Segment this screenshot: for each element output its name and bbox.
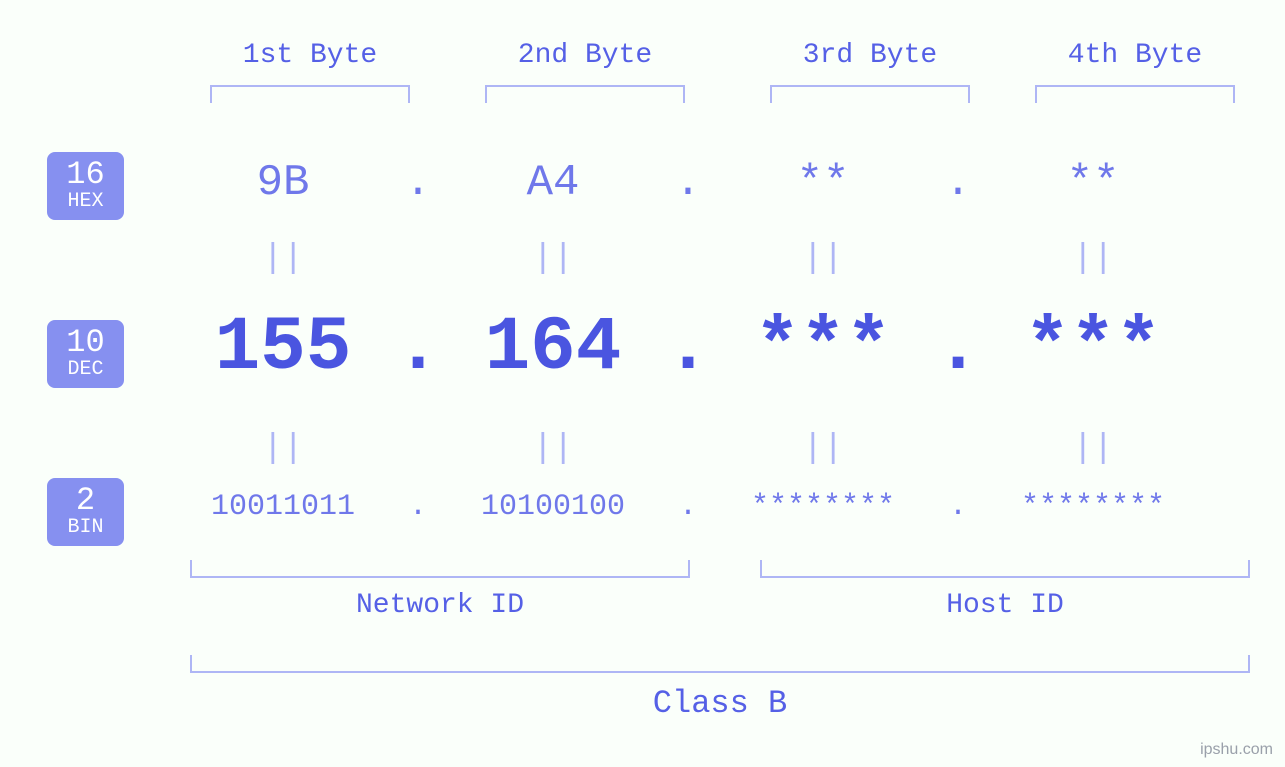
base-label-dec: DEC xyxy=(47,360,124,380)
hex-row: 9B . A4 . ** . ** xyxy=(178,158,1245,208)
base-badge-dec: 10 DEC xyxy=(47,320,124,388)
label-class: Class B xyxy=(190,685,1250,722)
eq-1-4: || xyxy=(988,240,1198,278)
dec-byte-3: *** xyxy=(718,305,928,391)
eq-1-2: || xyxy=(448,240,658,278)
base-label-hex: HEX xyxy=(47,192,124,212)
bin-dot-1: . xyxy=(388,490,448,524)
hex-dot-3: . xyxy=(928,158,988,208)
bin-row: 10011011 . 10100100 . ******** . *******… xyxy=(178,490,1245,524)
label-network: Network ID xyxy=(190,590,690,621)
dec-dot-3: . xyxy=(928,305,988,391)
dec-byte-2: 164 xyxy=(448,305,658,391)
bin-byte-3: ******** xyxy=(718,490,928,524)
dec-dot-2: . xyxy=(658,305,718,391)
hex-byte-3: ** xyxy=(718,158,928,208)
bracket-top-3 xyxy=(770,85,970,103)
eq-2-3: || xyxy=(718,430,928,468)
eq-1-3: || xyxy=(718,240,928,278)
base-badge-hex: 16 HEX xyxy=(47,152,124,220)
hex-dot-2: . xyxy=(658,158,718,208)
bracket-network xyxy=(190,560,690,578)
watermark: ipshu.com xyxy=(1200,741,1273,759)
eq-row-1: || || || || xyxy=(178,240,1245,278)
label-host: Host ID xyxy=(760,590,1250,621)
byte-header-3: 3rd Byte xyxy=(770,40,970,71)
eq-2-2: || xyxy=(448,430,658,468)
hex-byte-2: A4 xyxy=(448,158,658,208)
bracket-class xyxy=(190,655,1250,673)
eq-2-1: || xyxy=(178,430,388,468)
hex-dot-1: . xyxy=(388,158,448,208)
byte-header-2: 2nd Byte xyxy=(485,40,685,71)
bin-dot-2: . xyxy=(658,490,718,524)
eq-2-4: || xyxy=(988,430,1198,468)
bracket-top-4 xyxy=(1035,85,1235,103)
bracket-top-1 xyxy=(210,85,410,103)
eq-1-1: || xyxy=(178,240,388,278)
dec-dot-1: . xyxy=(388,305,448,391)
byte-header-4: 4th Byte xyxy=(1035,40,1235,71)
bracket-host xyxy=(760,560,1250,578)
bin-byte-4: ******** xyxy=(988,490,1198,524)
base-label-bin: BIN xyxy=(47,518,124,538)
dec-row: 155 . 164 . *** . *** xyxy=(178,305,1245,391)
ip-diagram: 1st Byte 2nd Byte 3rd Byte 4th Byte 16 H… xyxy=(0,0,1285,767)
eq-row-2: || || || || xyxy=(178,430,1245,468)
bin-byte-2: 10100100 xyxy=(448,490,658,524)
base-badge-bin: 2 BIN xyxy=(47,478,124,546)
bracket-top-2 xyxy=(485,85,685,103)
base-num-hex: 16 xyxy=(47,158,124,192)
hex-byte-4: ** xyxy=(988,158,1198,208)
bin-byte-1: 10011011 xyxy=(178,490,388,524)
byte-header-1: 1st Byte xyxy=(210,40,410,71)
dec-byte-4: *** xyxy=(988,305,1198,391)
base-num-dec: 10 xyxy=(47,326,124,360)
base-num-bin: 2 xyxy=(47,484,124,518)
hex-byte-1: 9B xyxy=(178,158,388,208)
bin-dot-3: . xyxy=(928,490,988,524)
dec-byte-1: 155 xyxy=(178,305,388,391)
